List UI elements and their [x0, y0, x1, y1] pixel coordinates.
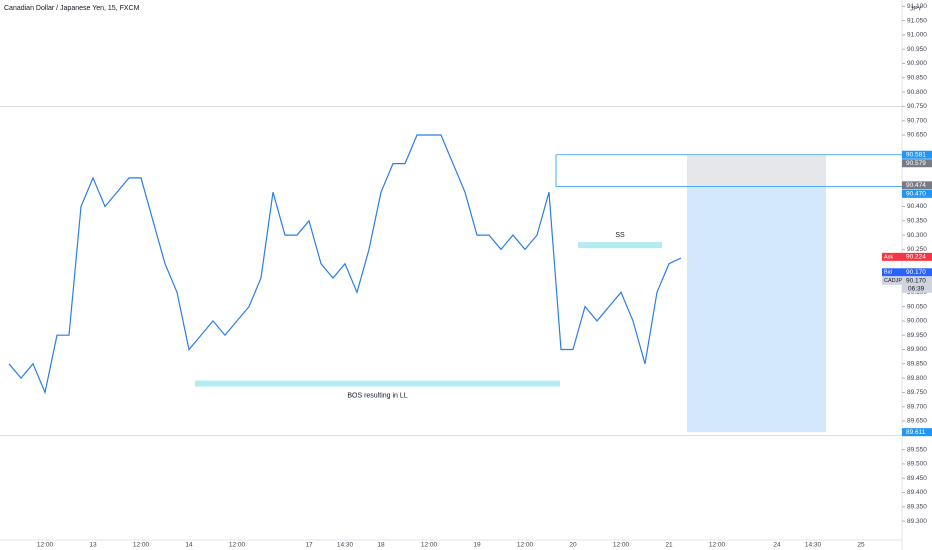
price-tag: [902, 252, 932, 261]
currency: JPY: [910, 6, 923, 13]
y-tick-label: 90.900: [907, 60, 927, 67]
y-tick-label: 89.650: [907, 418, 927, 425]
y-tick-label: 89.750: [907, 389, 927, 396]
x-tick-label: 17: [305, 542, 313, 549]
y-tick-label: 89.400: [907, 489, 927, 496]
price-tag-label: 90.474: [906, 182, 926, 189]
price-tag-label: 90.170: [906, 269, 926, 276]
x-tick-label: 12:00: [517, 542, 534, 549]
x-tick-label: 12:00: [613, 542, 630, 549]
chart-title: Canadian Dollar / Japanese Yen, 15, FXCM: [4, 5, 140, 12]
y-tick-label: 91.050: [907, 17, 927, 24]
y-tick-label: 89.500: [907, 461, 927, 468]
price-tag: [902, 276, 932, 293]
y-tick-label: 90.250: [907, 246, 927, 253]
tag-name: Bid: [884, 270, 892, 276]
price-tag-label: 90.170: [906, 278, 926, 285]
x-tick-label: 19: [473, 542, 481, 549]
y-tick-label: 89.800: [907, 375, 927, 382]
x-tick-label: 14: [185, 542, 193, 549]
y-tick-label: 90.950: [907, 46, 927, 53]
price-tag-label: 90.224: [906, 254, 926, 261]
y-tick-label: 89.350: [907, 504, 927, 511]
price-tag: [902, 181, 932, 190]
x-tick-label: 21: [665, 542, 673, 549]
price-tag-time: 06:39: [908, 286, 925, 293]
y-tick-label: 90.300: [907, 232, 927, 239]
x-tick-label: 13: [89, 542, 97, 549]
annotation-text: SS: [615, 232, 625, 239]
price-tag: [902, 159, 932, 168]
y-tick-label: 89.450: [907, 475, 927, 482]
price-tag-label: 89.611: [906, 429, 926, 436]
annotation-text: BOS resulting in LL: [347, 392, 407, 399]
x-tick-label: 20: [569, 542, 577, 549]
y-tick-label: 90.700: [907, 117, 927, 124]
y-tick-label: 89.550: [907, 446, 927, 453]
price-tag-label: 90.581: [906, 151, 926, 158]
x-tick-label: 14:30: [805, 542, 822, 549]
y-tick-label: 91.000: [907, 32, 927, 39]
y-tick-label: 89.700: [907, 403, 927, 410]
y-tick-label: 91.100: [907, 3, 927, 10]
x-tick-label: 12:00: [421, 542, 438, 549]
x-tick-label: 14:30: [337, 542, 354, 549]
y-tick-label: 90.350: [907, 218, 927, 225]
annotation-zone: [578, 242, 662, 249]
y-tick-label: 89.900: [907, 346, 927, 353]
y-tick-label: 90.000: [907, 318, 927, 325]
x-tick-label: 12:00: [133, 542, 150, 549]
x-tick-label: 25: [857, 542, 865, 549]
price-tag-label: 90.579: [906, 160, 926, 167]
price-tag: [902, 150, 932, 159]
tag-name-bg: [882, 268, 902, 277]
y-tick-label: 90.800: [907, 89, 927, 96]
price-line-series: [8, 134, 682, 395]
y-tick-label: 90.750: [907, 103, 927, 110]
price-tag: [902, 189, 932, 198]
tag-name-bg: [882, 276, 902, 285]
tag-name: CADJPY: [884, 278, 906, 284]
y-tick-label: 90.650: [907, 132, 927, 139]
x-tick-label: 24: [773, 542, 781, 549]
tag-name-bg: [882, 252, 902, 261]
y-tick-label: 90.400: [907, 203, 927, 210]
y-tick-label: 89.950: [907, 332, 927, 339]
y-tick-label: 90.050: [907, 303, 927, 310]
price-tag: [902, 268, 932, 277]
x-tick-label: 12:00: [37, 542, 54, 549]
price-tag: [902, 428, 932, 437]
y-tick-label: 89.850: [907, 361, 927, 368]
x-tick-label: 18: [377, 542, 385, 549]
y-tick-label: 89.300: [907, 518, 927, 525]
zone: [687, 185, 826, 433]
tag-name: Ask: [884, 254, 893, 260]
annotation-zone: [195, 380, 560, 387]
x-tick-label: 12:00: [229, 542, 246, 549]
zone: [687, 155, 826, 186]
y-tick-label: 90.850: [907, 75, 927, 82]
x-tick-label: 12:00: [709, 542, 726, 549]
price-tag-label: 90.470: [906, 191, 926, 198]
